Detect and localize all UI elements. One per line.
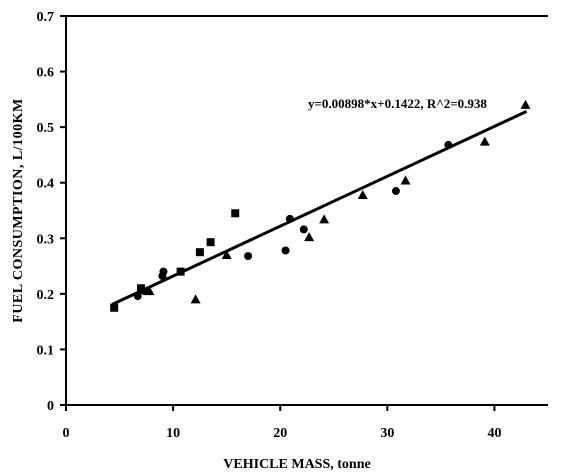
circle-point bbox=[285, 214, 294, 223]
circle-point bbox=[244, 252, 253, 261]
circle-point bbox=[159, 267, 168, 276]
triangle-point bbox=[221, 249, 232, 259]
circle-point bbox=[299, 225, 308, 234]
y-tick-label: 0.1 bbox=[37, 343, 55, 358]
y-tick-label: 0.6 bbox=[37, 66, 55, 81]
data-points bbox=[110, 99, 531, 312]
y-tick-label: 0 bbox=[47, 399, 54, 414]
y-tick-label: 0.4 bbox=[37, 177, 55, 192]
triangle-point bbox=[357, 189, 368, 199]
square-point bbox=[206, 238, 215, 247]
x-tick-label: 0 bbox=[63, 426, 70, 441]
square-point bbox=[110, 303, 119, 312]
x-tick-label: 40 bbox=[487, 426, 501, 441]
circle-point bbox=[391, 187, 400, 196]
trendline bbox=[111, 110, 528, 306]
square-point bbox=[195, 248, 204, 257]
circle-point bbox=[444, 140, 453, 149]
x-ticks: 0 10 20 30 40 bbox=[63, 405, 501, 441]
circle-point bbox=[281, 246, 290, 255]
square-point bbox=[231, 209, 240, 218]
circle-point bbox=[133, 292, 142, 301]
x-axis-title: VEHICLE MASS, tonne bbox=[223, 457, 370, 472]
square-point bbox=[176, 267, 185, 276]
square-point bbox=[136, 284, 145, 293]
triangle-point bbox=[400, 175, 411, 185]
y-tick-label: 0.2 bbox=[37, 288, 55, 303]
y-axis-title: FUEL CONSUMPTION, L/100KM bbox=[11, 98, 26, 322]
y-tick-label: 0.7 bbox=[37, 10, 55, 25]
y-tick-label: 0.3 bbox=[37, 232, 55, 247]
triangle-point bbox=[319, 214, 330, 224]
x-tick-label: 10 bbox=[166, 426, 180, 441]
x-tick-label: 30 bbox=[380, 426, 394, 441]
triangle-point bbox=[304, 232, 315, 242]
triangle-point bbox=[190, 294, 201, 304]
trendline-equation-label: y=0.00898*x+0.1422, R^2=0.938 bbox=[308, 96, 487, 111]
y-tick-label: 0.5 bbox=[37, 121, 55, 136]
x-tick-label: 20 bbox=[273, 426, 287, 441]
triangle-point bbox=[479, 136, 490, 146]
y-ticks: 0 0.1 0.2 0.3 0.4 0.5 0.6 0.7 bbox=[37, 10, 66, 414]
triangle-point bbox=[144, 286, 155, 296]
trendline-line bbox=[111, 110, 528, 306]
triangle-point bbox=[520, 99, 531, 109]
